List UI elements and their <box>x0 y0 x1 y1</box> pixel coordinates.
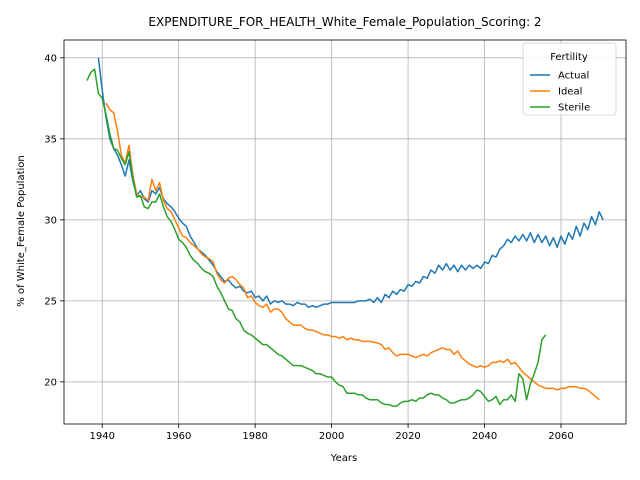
legend-entries: Actual Ideal Sterile <box>530 71 590 114</box>
x-axis-label: Years <box>330 453 357 464</box>
legend-label-sterile: Sterile <box>558 103 590 114</box>
legend: Fertility Actual Ideal Sterile <box>522 42 617 116</box>
plot-frame <box>63 39 627 425</box>
x-tick-label: 2060 <box>548 431 573 442</box>
y-tick-label: 20 <box>44 377 57 388</box>
y-axis-label: % of White_Female Population <box>16 155 27 306</box>
x-tick-label: 2000 <box>319 431 344 442</box>
y-axis: 20 25 30 35 40 <box>44 53 64 388</box>
x-tick-label: 1960 <box>166 431 191 442</box>
grid <box>64 40 626 424</box>
x-tick-label: 2040 <box>472 431 497 442</box>
x-tick-label: 1940 <box>90 431 115 442</box>
legend-label-ideal: Ideal <box>558 87 582 98</box>
x-axis: 1940 1960 1980 2000 2020 2040 2060 <box>90 424 574 442</box>
series-line-ideal <box>105 102 600 401</box>
y-tick-label: 40 <box>44 53 57 64</box>
y-tick-label: 25 <box>44 296 57 307</box>
x-tick-label: 2020 <box>395 431 420 442</box>
series-layer <box>86 57 604 407</box>
legend-frame <box>522 42 617 116</box>
y-tick-label: 30 <box>44 215 57 226</box>
series-line-sterile <box>86 68 547 407</box>
series-line-actual <box>97 57 604 309</box>
x-tick-label: 1980 <box>242 431 267 442</box>
legend-label-actual: Actual <box>558 71 589 82</box>
y-tick-label: 35 <box>44 134 57 145</box>
legend-title: Fertility <box>550 52 588 63</box>
chart-title: EXPENDITURE_FOR_HEALTH_White_Female_Popu… <box>148 15 541 29</box>
